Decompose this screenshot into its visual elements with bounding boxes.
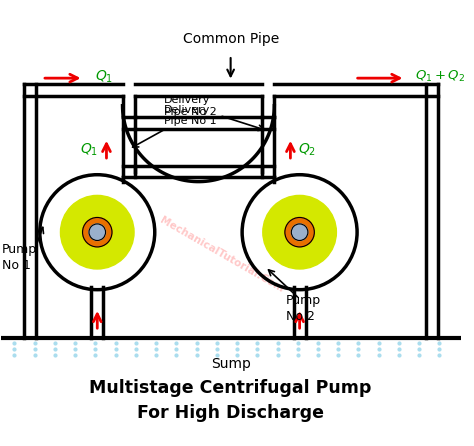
Text: Sump: Sump <box>210 357 251 371</box>
Text: MechanicalTutorial.Com: MechanicalTutorial.Com <box>158 215 285 295</box>
Circle shape <box>82 218 112 247</box>
Text: $Q_1$: $Q_1$ <box>95 69 113 85</box>
Text: Pump
No 2: Pump No 2 <box>286 293 321 322</box>
Text: Multistage Centrifugal Pump
For High Discharge: Multistage Centrifugal Pump For High Dis… <box>90 379 372 421</box>
Text: Delivery
Pipe No 2: Delivery Pipe No 2 <box>164 95 264 131</box>
Text: $Q_2$: $Q_2$ <box>298 141 317 157</box>
Circle shape <box>292 224 308 240</box>
Circle shape <box>61 195 134 269</box>
Text: $Q_1+Q_2$: $Q_1+Q_2$ <box>415 69 465 84</box>
Circle shape <box>263 195 337 269</box>
Text: Pump
No 1: Pump No 1 <box>1 243 37 272</box>
Text: Delivery
Pipe No 1: Delivery Pipe No 1 <box>133 104 217 147</box>
Text: Common Pipe: Common Pipe <box>182 32 279 46</box>
Circle shape <box>285 218 314 247</box>
Text: $Q_1$: $Q_1$ <box>81 141 99 157</box>
Circle shape <box>89 224 106 240</box>
